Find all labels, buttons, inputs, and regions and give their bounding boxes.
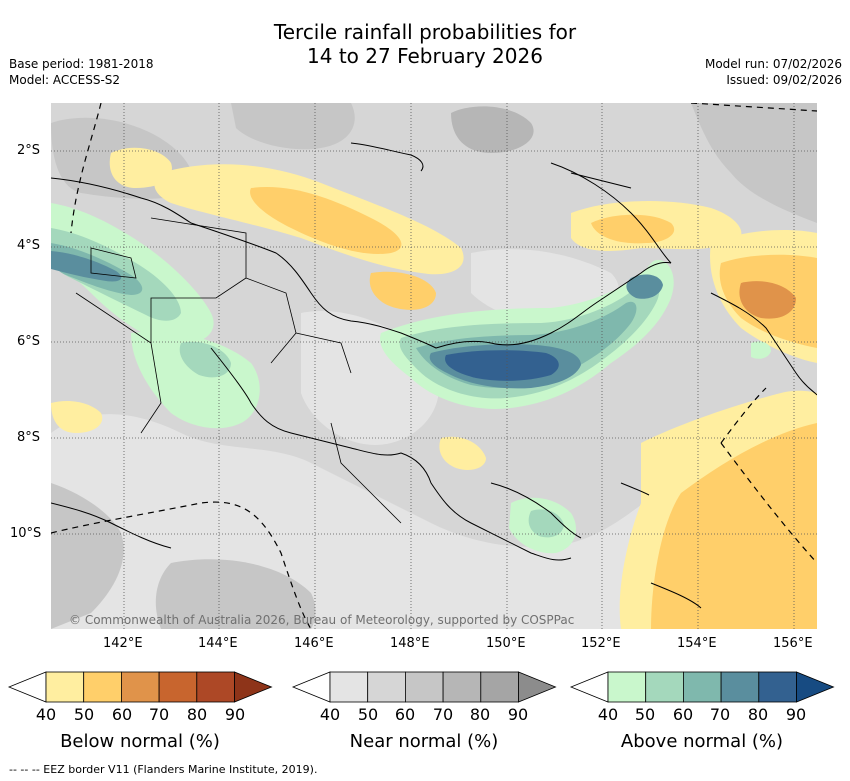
below-normal-area (739, 281, 796, 319)
colorbar-label: 40 (319, 705, 341, 724)
issued-text: Issued: 09/02/2026 (726, 73, 842, 87)
model-run-text: Model run: 07/02/2026 (704, 57, 842, 71)
lon-tick: 154°E (677, 636, 717, 651)
colorbar-label: 40 (35, 705, 57, 724)
colorbar-label: 50 (357, 705, 379, 724)
above-normal-area (179, 341, 231, 378)
colorbar-segment (45, 671, 85, 703)
lon-tick: 152°E (581, 636, 621, 651)
colorbar-segment (758, 671, 797, 703)
below-normal-area (250, 187, 402, 254)
base-period-text: Base period: 1981-2018 (9, 57, 154, 71)
colorbar-segment (480, 671, 519, 703)
copyright-text: © Commonwealth of Australia 2026, Bureau… (69, 613, 575, 627)
below-normal-area (51, 401, 103, 433)
eez-footnote: -- -- -- EEZ border V11 (Flanders Marine… (9, 763, 318, 776)
lat-tick: 8°S (17, 430, 41, 445)
colorbar-label: 80 (186, 705, 208, 724)
colorbar-segment (645, 671, 684, 703)
below-normal-area (109, 147, 172, 188)
colorbar-segment (158, 671, 198, 703)
colorbar-label: 90 (785, 705, 807, 724)
above-normal-area (445, 350, 559, 381)
colorbar-segment (329, 671, 369, 703)
colorbar-label: 80 (469, 705, 491, 724)
colorbar-label: 70 (148, 705, 170, 724)
colorbar-segment (83, 671, 122, 703)
colorbar-extend-low (291, 671, 331, 703)
below-normal-area (439, 436, 486, 470)
below-normal-area (369, 271, 436, 310)
map-title-line1: Tercile rainfall probabilities for (273, 20, 577, 44)
colorbar-segment (442, 671, 482, 703)
near-normal-dark-area (691, 103, 817, 223)
below-normal-area (591, 214, 675, 244)
near-normal-dark-area (51, 483, 124, 629)
near-normal-dark-area (231, 103, 355, 150)
above-normal-area (528, 509, 564, 538)
below-normal-area (651, 423, 817, 629)
colorbar-label: 60 (111, 705, 133, 724)
colorbar-label: 50 (73, 705, 95, 724)
below-normal-title: Below normal (%) (60, 731, 220, 752)
province-borders (75, 217, 402, 524)
colorbar-extend-high (796, 671, 835, 703)
above-normal-area (751, 341, 771, 359)
colorbar-segment (607, 671, 647, 703)
colorbar-segment (683, 671, 722, 703)
lon-tick: 142°E (103, 636, 143, 651)
above-normal-area (131, 331, 260, 429)
near-normal-dark-area (451, 106, 534, 153)
lon-tick: 146°E (294, 636, 334, 651)
colorbar-extend-high (234, 671, 273, 703)
colorbar-label: 90 (224, 705, 246, 724)
colorbar-segment (121, 671, 160, 703)
colorbar-segment (404, 671, 444, 703)
colorbars (7, 671, 835, 703)
colorbar-label: 70 (709, 705, 731, 724)
colorbar-label: 70 (432, 705, 454, 724)
model-text: Model: ACCESS-S2 (9, 73, 121, 87)
graticule (51, 103, 817, 629)
above-normal-title: Above normal (%) (620, 731, 784, 752)
colorbar-label: 40 (597, 705, 619, 724)
rainfall-map (51, 103, 817, 629)
colorbar-label: 50 (634, 705, 656, 724)
colorbar-extend-low (569, 671, 609, 703)
lat-tick: 4°S (17, 238, 41, 253)
lon-tick: 150°E (486, 636, 526, 651)
colorbar-extend-low (7, 671, 47, 703)
near-normal-title: Near normal (%) (349, 731, 499, 752)
colorbar-label: 80 (747, 705, 769, 724)
lon-tick: 156°E (773, 636, 813, 651)
colorbar-segment (720, 671, 760, 703)
lon-tick: 144°E (198, 636, 238, 651)
lat-tick: 6°S (17, 334, 41, 349)
lat-tick: 2°S (17, 143, 41, 158)
colorbar-segment (367, 671, 406, 703)
lon-tick: 148°E (390, 636, 430, 651)
lat-tick: 10°S (10, 526, 42, 541)
above-normal-area (51, 251, 122, 282)
colorbar-segment (196, 671, 235, 703)
colorbar-label: 60 (672, 705, 694, 724)
map-title-line2: 14 to 27 February 2026 (307, 44, 543, 68)
colorbar-extend-high (518, 671, 557, 703)
above-normal-area (626, 274, 663, 299)
near-normal-dark-area (155, 559, 316, 629)
coastlines (51, 142, 817, 609)
colorbar-label: 90 (507, 705, 529, 724)
eez-border (51, 103, 817, 629)
colorbar-label: 60 (394, 705, 416, 724)
